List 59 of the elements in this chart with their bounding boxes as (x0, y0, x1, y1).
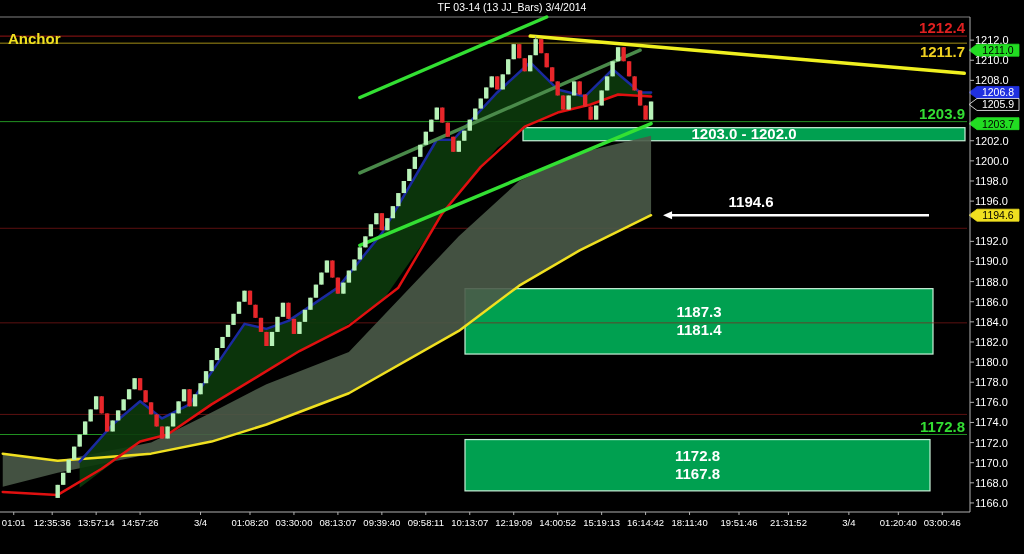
y-tick-label: 1174.0 (975, 416, 1008, 429)
y-tick-label: 1202.0 (975, 134, 1009, 147)
x-tick-label: 01:08:20 (231, 517, 269, 528)
x-tick-label: 03:00:46 (923, 517, 961, 528)
x-tick-label: 16:14:42 (627, 517, 665, 528)
y-tick-label: 1196.0 (975, 195, 1008, 208)
x-tick-label: 08:13:07 (319, 517, 357, 528)
x-tick-label: 09:58:11 (407, 517, 444, 528)
y-tick-label: 1188.0 (975, 275, 1008, 288)
y-tick-label: 1210.0 (975, 54, 1009, 67)
x-tick-label: 01:01 (1, 517, 26, 528)
y-tick-label: 1190.0 (975, 255, 1008, 268)
y-tick-label: 1212.0 (975, 34, 1009, 47)
text: 1203.7 (981, 117, 1015, 130)
y-tick-label: 1172.0 (975, 436, 1008, 449)
text: 1205.9 (981, 98, 1015, 111)
y-tick-label: 1186.0 (975, 295, 1008, 308)
x-tick-label: 21:31:52 (769, 517, 807, 528)
candlestick (104, 412, 110, 433)
x-tick-label: 12:35:36 (33, 517, 71, 528)
annotation: 1194.6 (728, 193, 774, 211)
x-tick-label: 01:20:40 (879, 517, 917, 528)
band-label: 1172.8 1167.8 (674, 447, 721, 483)
y-tick-label: 1178.0 (975, 376, 1008, 389)
x-tick-label: 13:57:14 (77, 517, 115, 528)
text: 1194.6 (982, 209, 1014, 222)
y-tick-label: 1198.0 (975, 174, 1008, 187)
ref-line-label: 1172.8 (919, 417, 965, 435)
band-label: 1187.3 1181.4 (676, 303, 723, 339)
y-tick-label: 1182.0 (975, 335, 1008, 348)
y-tick-label: 1200.0 (975, 154, 1009, 167)
y-tick-label: 1166.0 (975, 496, 1008, 509)
ref-line-label: 1212.4 (919, 19, 966, 37)
x-tick-label: 14:00:52 (539, 517, 577, 528)
y-tick-label: 1184.0 (975, 315, 1008, 328)
y-tick-label: 1176.0 (975, 396, 1008, 409)
x-tick-label: 19:51:46 (720, 517, 758, 528)
x-tick-label: 10:13:07 (451, 517, 489, 528)
line-series (1, 213, 653, 462)
x-tick-label: 3/4 (842, 517, 856, 528)
text: 1211.0 (982, 44, 1014, 57)
y-tick-label: 1170.0 (975, 456, 1008, 469)
annotation: Anchor (8, 30, 61, 47)
text: 1206.8 (981, 86, 1015, 99)
ref-line-label: 1203.9 (919, 104, 965, 122)
x-tick-label: 03:30:00 (275, 517, 313, 528)
y-tick-label: 1168.0 (975, 476, 1008, 489)
x-tick-label: 12:19:09 (495, 517, 533, 528)
x-tick-label: 09:39:40 (363, 517, 401, 528)
chart-title: TF 03-14 (13 JJ_Bars) 3/4/2014 (437, 1, 587, 13)
x-tick-label: 14:57:26 (121, 517, 159, 528)
y-tick-label: 1180.0 (975, 356, 1008, 369)
x-tick-label: 3/4 (193, 517, 208, 528)
x-tick-label: 15:19:13 (583, 517, 621, 528)
y-tick-label: 1208.0 (975, 74, 1009, 87)
band-label: 1203.0 - 1202.0 (691, 125, 797, 143)
y-tick-label: 1192.0 (975, 235, 1008, 248)
ref-line-label: 1211.7 (919, 43, 965, 61)
x-tick-label: 18:11:40 (671, 517, 708, 528)
